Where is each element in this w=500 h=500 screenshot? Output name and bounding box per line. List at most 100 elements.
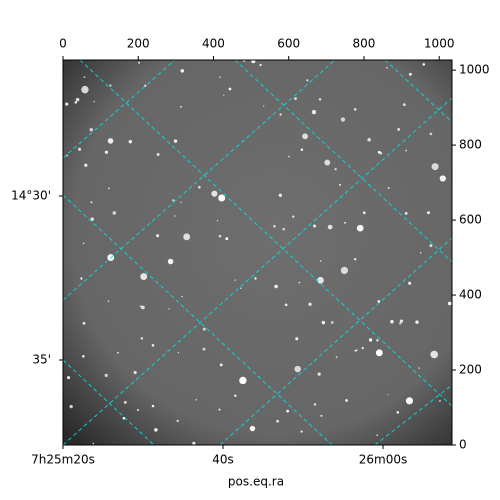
star (278, 193, 283, 197)
star (138, 61, 141, 64)
star (90, 217, 95, 221)
star (377, 300, 381, 303)
star (313, 224, 317, 228)
y-tick-label: 800 (459, 138, 482, 152)
x-tick-label: 0 (59, 37, 67, 51)
star (306, 79, 309, 82)
star (93, 100, 95, 103)
star (439, 175, 446, 182)
star (81, 85, 89, 94)
star (202, 327, 206, 331)
star (386, 67, 388, 69)
grid-line (63, 60, 176, 159)
x-tick-label: 600 (277, 37, 300, 51)
star (219, 76, 221, 78)
star (375, 349, 383, 357)
star (77, 147, 82, 151)
star (180, 105, 182, 108)
star (140, 337, 144, 340)
star (173, 139, 178, 143)
star (181, 295, 183, 298)
star (282, 227, 286, 231)
y-tick-label: 0 (459, 438, 467, 452)
star (387, 186, 390, 189)
star (128, 139, 132, 144)
star (228, 87, 232, 91)
star (89, 128, 93, 132)
star (377, 150, 381, 154)
star (317, 276, 324, 284)
star (447, 301, 452, 306)
star (109, 84, 112, 87)
star (404, 211, 408, 215)
star (195, 399, 198, 401)
star (298, 281, 301, 284)
star (390, 319, 394, 324)
star (82, 354, 85, 358)
star (396, 411, 400, 414)
star (327, 224, 333, 230)
star (427, 211, 430, 215)
grid-line (384, 60, 452, 123)
x-tick-label: 200 (127, 37, 150, 51)
star (218, 234, 222, 238)
star (136, 408, 140, 412)
star (387, 394, 389, 396)
star (339, 183, 341, 186)
star (286, 409, 289, 413)
star (177, 351, 180, 354)
star (431, 163, 439, 171)
star (123, 400, 127, 404)
star (279, 113, 282, 116)
star (429, 244, 433, 248)
star (294, 365, 301, 373)
grid-line (63, 194, 333, 445)
star (133, 371, 137, 375)
coordinate-grid (63, 60, 452, 445)
star (216, 220, 219, 222)
star (361, 346, 364, 350)
star (140, 273, 148, 280)
star (202, 347, 206, 351)
star (405, 397, 414, 405)
star (141, 305, 145, 310)
star (225, 237, 229, 241)
star (254, 277, 257, 280)
x-axis-label: pos.eq.ra (228, 475, 284, 489)
star (402, 103, 406, 107)
star (154, 428, 158, 432)
star (234, 279, 236, 281)
stars (65, 60, 452, 445)
x-tick-label: 1000 (424, 37, 455, 51)
star (180, 69, 185, 73)
star (251, 60, 256, 64)
star (419, 252, 422, 254)
star (108, 187, 110, 190)
star (75, 97, 80, 102)
star (344, 221, 347, 224)
grid-line (374, 384, 452, 445)
y-tick-label: 600 (459, 213, 482, 227)
star (430, 350, 439, 359)
star (156, 234, 160, 238)
star (311, 109, 317, 115)
star (183, 233, 191, 241)
star (429, 132, 433, 136)
star (318, 98, 322, 101)
star (353, 258, 357, 261)
star (192, 441, 196, 445)
star (293, 97, 297, 101)
star (259, 63, 262, 67)
star (340, 266, 349, 275)
star (240, 287, 242, 290)
star (107, 300, 110, 303)
star (415, 320, 419, 324)
star (218, 194, 226, 202)
sky-image (63, 60, 452, 445)
star (376, 339, 379, 342)
star (156, 153, 160, 156)
star (288, 155, 290, 158)
star (340, 117, 346, 122)
star (319, 260, 322, 262)
